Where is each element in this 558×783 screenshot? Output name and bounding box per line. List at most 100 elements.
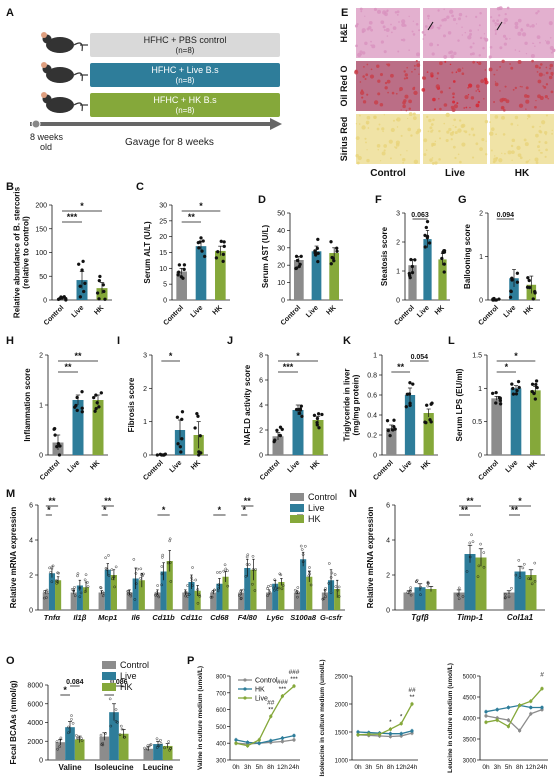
col-label-2: HK xyxy=(515,168,530,179)
tissue-dot xyxy=(422,38,424,40)
data-point xyxy=(266,585,270,588)
data-point xyxy=(530,382,535,386)
data-point xyxy=(70,718,73,721)
line-point xyxy=(506,724,510,729)
tissue-dot xyxy=(468,83,473,88)
data-point xyxy=(510,586,513,590)
data-point xyxy=(409,593,413,597)
tissue-dot xyxy=(553,8,555,10)
data-point xyxy=(531,297,535,301)
legend-label: HK xyxy=(120,682,133,692)
line-point xyxy=(529,699,533,703)
tissue-dot xyxy=(534,157,539,162)
data-point xyxy=(73,405,77,409)
tissue-dot xyxy=(477,88,480,91)
data-point xyxy=(533,580,537,583)
panel-letter-B: B xyxy=(6,181,14,193)
bar xyxy=(76,280,88,300)
y-tick-label: 200 xyxy=(35,203,47,210)
y-tick-label: 1 xyxy=(39,403,43,410)
data-point xyxy=(134,572,138,575)
data-point xyxy=(428,418,432,422)
tissue-dot xyxy=(484,119,489,124)
data-point xyxy=(425,236,430,240)
tissue-dot xyxy=(544,130,548,135)
line-point xyxy=(388,727,392,731)
x-tick-label: Control xyxy=(478,459,501,482)
data-point xyxy=(100,590,104,593)
tissue-dot xyxy=(535,11,538,15)
y-axis-label: Isoleucine in culture medium (umol/L) xyxy=(319,659,326,776)
line-point xyxy=(234,738,238,742)
x-tick-label: HK xyxy=(309,459,321,471)
data-point xyxy=(514,392,519,396)
data-point xyxy=(316,237,320,242)
bar xyxy=(99,736,110,760)
data-point xyxy=(196,240,201,245)
tissue-dot xyxy=(535,133,539,138)
data-point xyxy=(409,588,412,592)
data-point xyxy=(107,554,110,557)
bar xyxy=(195,246,207,300)
tissue-dot xyxy=(472,60,476,64)
legend-label: HK xyxy=(308,514,321,524)
tissue-dot xyxy=(452,17,457,22)
data-point xyxy=(482,565,486,569)
tissue-dot xyxy=(468,133,471,136)
tissue-dot xyxy=(406,117,409,120)
data-point xyxy=(254,568,257,571)
tissue-dot xyxy=(363,65,365,68)
y-tick-label: 500 xyxy=(216,725,227,731)
tissue-dot xyxy=(549,63,554,68)
data-point xyxy=(532,391,536,396)
mouse-icon xyxy=(41,62,83,83)
mouse-body xyxy=(46,97,74,113)
y-tick-label: 0 xyxy=(479,298,483,305)
y-tick-label: 150 xyxy=(35,226,47,233)
x-tick-label: 12h xyxy=(396,764,407,771)
data-point xyxy=(494,390,498,395)
row-label-2: Sirius Red xyxy=(339,117,349,162)
tissue-dot xyxy=(414,68,416,71)
bar xyxy=(306,576,313,610)
tissue-dot xyxy=(449,63,452,66)
y-axis-label: Relative mRNA expression xyxy=(366,507,375,609)
bar xyxy=(118,733,129,760)
data-point xyxy=(477,564,481,568)
data-point xyxy=(99,733,103,737)
series-line xyxy=(485,688,543,728)
sig-label: ** xyxy=(244,496,252,506)
tissue-dot xyxy=(371,44,376,49)
data-point xyxy=(114,565,118,569)
data-point xyxy=(101,743,105,747)
data-point xyxy=(156,594,159,597)
data-point xyxy=(157,595,161,599)
tissue-dot xyxy=(443,8,445,11)
tissue-dot xyxy=(471,52,475,56)
tissue-dot xyxy=(423,138,428,143)
tissue-dot xyxy=(454,156,457,160)
data-point xyxy=(48,566,51,570)
data-point xyxy=(49,570,52,574)
tissue-dot xyxy=(542,85,544,87)
tissue-dot xyxy=(494,81,497,83)
tissue-dot xyxy=(549,36,552,39)
line-point xyxy=(234,741,238,745)
y-tick-label: 2000 xyxy=(27,739,43,746)
y-tick-label: 40 xyxy=(277,228,285,235)
x-tick-label: Control xyxy=(142,459,165,482)
legend-marker xyxy=(243,696,247,700)
y-tick-label: 0.5 xyxy=(472,419,482,426)
tissue-dot xyxy=(436,26,438,29)
tissue-dot xyxy=(451,14,454,18)
data-point xyxy=(517,385,521,390)
data-point xyxy=(167,740,170,743)
data-point xyxy=(139,577,142,580)
x-tick-label: 8h xyxy=(387,764,395,771)
tissue-dot xyxy=(501,59,505,64)
series-line xyxy=(485,704,542,713)
data-point xyxy=(465,570,469,573)
tissue-dot xyxy=(494,32,497,35)
tissue-dot xyxy=(453,104,459,109)
tissue-dot xyxy=(536,71,539,73)
